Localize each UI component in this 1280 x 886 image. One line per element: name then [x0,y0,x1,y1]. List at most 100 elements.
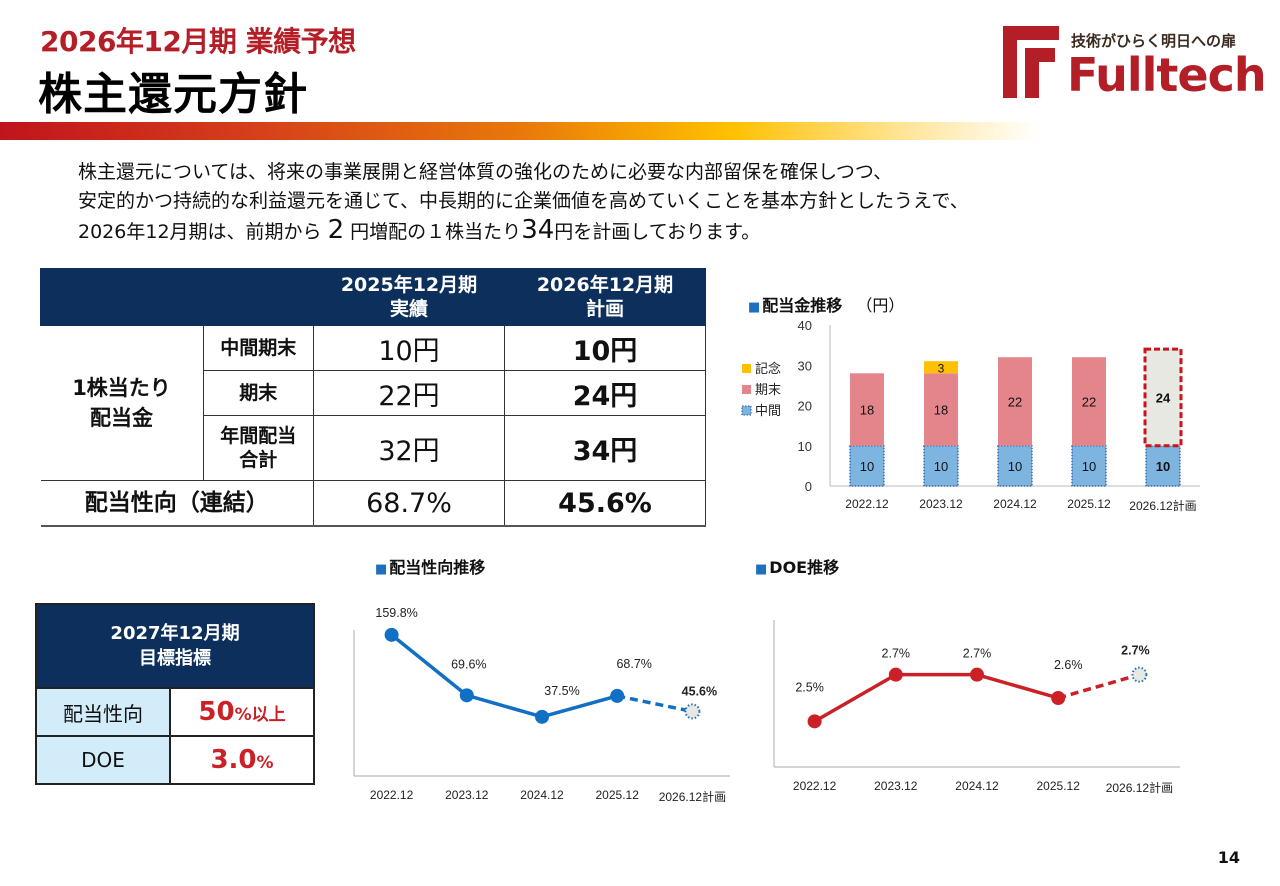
line-segment [541,694,618,719]
x-tick-label: 2022.12 [370,788,414,802]
plan-value: 24円 [504,370,706,416]
logo-name: Fulltech [1067,48,1267,102]
legend-label: 期末 [755,382,781,397]
data-label: 37.5% [544,684,579,698]
metric-label: DOE [35,735,171,785]
plan-value: 45.6% [504,480,706,527]
x-tick-label: 2026.12計画 [1106,780,1173,795]
title-text: 配当金推移 [762,296,843,315]
title-square-icon: ■ [748,300,761,315]
title-square-icon: ■ [375,562,388,577]
x-tick-label: 2022.12 [845,497,889,511]
y-tick-label: 20 [798,399,812,414]
legend-swatch [742,364,751,373]
line-segment [390,633,468,697]
x-tick-label: 2025.12 [596,788,640,802]
y-tick-label: 40 [798,318,812,333]
data-point-plan [684,703,701,720]
y-tick-label: 30 [798,358,812,373]
label-line: 1株当たり [72,376,171,400]
bar-data-label: 22 [1008,394,1022,409]
data-point [807,714,822,729]
table-row: 年間配当 合計 32円 34円 [41,415,706,481]
x-tick-label: 2024.12 [955,779,999,793]
table-row: 配当性向 50%以上 [35,687,315,737]
data-label: 2.6% [1054,658,1083,672]
increase-amount: 2 [327,215,345,245]
bar-data-label: 10 [1008,459,1022,474]
bar-data-label: 10 [934,459,948,474]
table-row: 1株当たり 配当金 中間期末 10円 10円 [40,325,706,481]
logo-tagline: 技術がひらく明日への扉 [1071,32,1237,50]
data-point [610,688,625,703]
bar-segment-interim [923,445,959,487]
data-point-plan [1131,666,1148,683]
target-header: 2027年12月期 目標指標 [35,603,315,689]
company-logo: 技術がひらく明日への扉 Fulltech [1003,26,1267,102]
bar-data-label: 18 [934,403,948,418]
data-label: 45.6% [682,684,717,698]
data-point [970,667,984,682]
bar-segment-year-end [924,373,958,446]
bar-segment-year-end [998,357,1032,446]
row-label: 年間配当 合計 [202,415,314,481]
actual-value: 32円 [313,415,505,481]
data-label: 2.7% [882,647,911,661]
table-row: DOE 3.0% [35,735,315,785]
data-point [535,709,549,724]
value-unit: % [256,753,274,773]
bar-data-label: 3 [938,361,945,375]
actual-value: 10円 [313,325,505,371]
y-tick-label: 10 [798,439,812,454]
x-tick-label: 2023.12 [874,779,918,793]
x-tick-label: 2023.12 [445,788,489,802]
y-tick-label: 0 [805,479,812,494]
planned-dividend: 34 [521,215,555,245]
policy-line-3: 2026年12月期は、前期から 2 円増配の１株当たり34円を計画しております。 [78,216,1218,247]
actual-value: 22円 [313,370,505,416]
value-number: 50 [198,697,235,727]
data-label: 69.6% [451,657,486,671]
bar-segment-year-end [850,373,884,446]
unit-label: （円） [856,296,905,315]
bar-segment-year-end [1072,357,1106,446]
x-tick-label: 2022.12 [793,779,837,793]
header-line: 2026年12月期 [536,274,674,296]
bar-data-label: 10 [1156,459,1170,474]
actual-value: 68.7% [313,480,505,527]
row-label: 中間期末 [202,325,314,371]
legend-swatch [742,385,751,394]
title-text: 配当性向推移 [389,558,486,577]
label-line: 配当金 [90,406,153,430]
header-plan-2026: 2026年12月期 計画 [504,268,706,326]
line-segment [976,672,1059,700]
page-number: 14 [1217,848,1240,867]
bar-segment-interim [997,445,1033,487]
value-number: 3.0 [210,745,257,775]
header-line: 目標指標 [139,648,211,669]
slide-title: 株主還元方針 [38,69,308,120]
table-row: 期末 22円 24円 [41,370,706,416]
data-label: 2.5% [795,680,824,694]
x-tick-label: 2025.12 [1067,497,1111,511]
x-tick-label: 2026.12計画 [1129,498,1196,513]
header-actual-2025: 2025年12月期 実績 [313,268,505,326]
label-line: 年間配当 [220,425,297,447]
bar-segment-interim [1071,445,1107,487]
bar-data-label: 22 [1082,394,1096,409]
bar-data-label: 24 [1156,390,1171,405]
data-label: 2.7% [963,647,992,661]
title-square-icon: ■ [755,562,768,577]
legend-label: 記念 [755,361,781,376]
header-empty-cell [40,268,314,326]
row-label: 期末 [202,370,314,416]
payout-ratio-label: 配当性向（連結） [40,480,314,527]
legend-swatch [741,405,752,416]
policy-line-2: 安定的かつ持続的な利益還元を通じて、中長期的に企業価値を高めていくことを基本方針… [78,190,969,212]
bar-data-label: 10 [860,459,874,474]
doe-chart-title: ■ DOE推移 [755,554,839,578]
table-row: 配当性向（連結） 68.7% 45.6% [40,480,706,527]
dividend-table: 2025年12月期 実績 2026年12月期 計画 1株当たり 配当金 中間期末… [40,268,706,527]
doe-line-chart: 2.5% 2022.12 2.7% 2023.12 2.7% 2024.12 2.6% 202… [773,620,1180,795]
bar-segment-interim [1145,445,1181,487]
